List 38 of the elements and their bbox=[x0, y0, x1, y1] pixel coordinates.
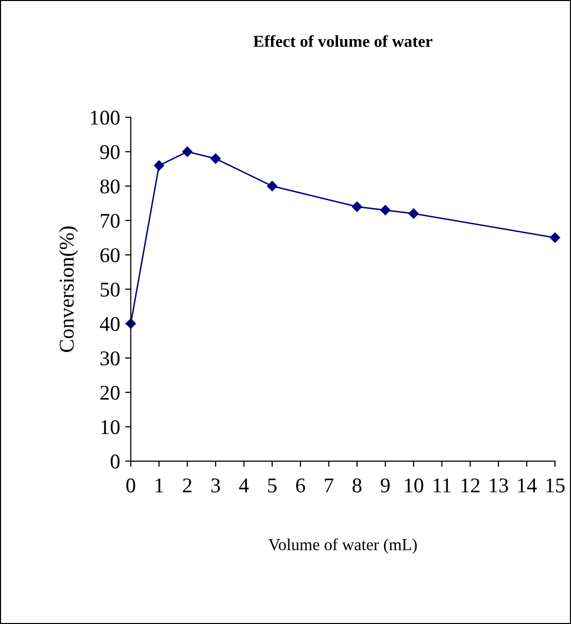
y-tick-label: 0 bbox=[110, 454, 120, 469]
point bbox=[154, 160, 164, 171]
y-tick-label: 90 bbox=[100, 145, 120, 160]
chart-title: Effect of volume of water bbox=[253, 35, 432, 48]
point bbox=[380, 205, 390, 216]
x-tick-label: 3 bbox=[211, 478, 220, 492]
y-tick-label: 60 bbox=[100, 248, 120, 262]
x-tick-label: 4 bbox=[239, 478, 249, 492]
x-tick-label: 5 bbox=[268, 478, 277, 492]
x-tick-label: 7 bbox=[324, 478, 334, 492]
x-tick-label: 1 bbox=[156, 478, 163, 492]
x-tick-label: 10 bbox=[405, 478, 424, 492]
y-tick-label: 50 bbox=[100, 282, 120, 297]
point bbox=[550, 232, 560, 243]
y-tick-label: 70 bbox=[100, 214, 120, 228]
point bbox=[352, 202, 362, 212]
x-tick-label: 6 bbox=[296, 478, 306, 492]
point bbox=[210, 153, 221, 164]
y-tick-label: 10 bbox=[101, 420, 120, 434]
x-tick-label: 0 bbox=[126, 478, 136, 492]
x-tick-label: 8 bbox=[352, 478, 362, 492]
x-tick-label: 15 bbox=[546, 478, 565, 492]
point bbox=[408, 208, 419, 219]
y-tick-label: 20 bbox=[100, 386, 120, 400]
point bbox=[267, 180, 278, 192]
y-tick-label: 100 bbox=[90, 110, 120, 125]
x-tick-label: 9 bbox=[380, 478, 390, 492]
x-tick-label: 12 bbox=[462, 478, 480, 492]
x-tick-label: 11 bbox=[434, 478, 451, 492]
x-tick-label: 2 bbox=[183, 478, 192, 492]
y-tick-label: 80 bbox=[100, 179, 120, 194]
y-tick-label: 30 bbox=[100, 351, 120, 366]
x-axis-title: Volume of water (mL) bbox=[268, 538, 417, 554]
y-tick-label: 40 bbox=[100, 316, 120, 332]
y-axis-title: Conversion(%) bbox=[59, 226, 78, 352]
x-tick-label: 14 bbox=[518, 478, 537, 492]
point bbox=[182, 146, 192, 157]
x-tick-label: 13 bbox=[490, 478, 508, 492]
